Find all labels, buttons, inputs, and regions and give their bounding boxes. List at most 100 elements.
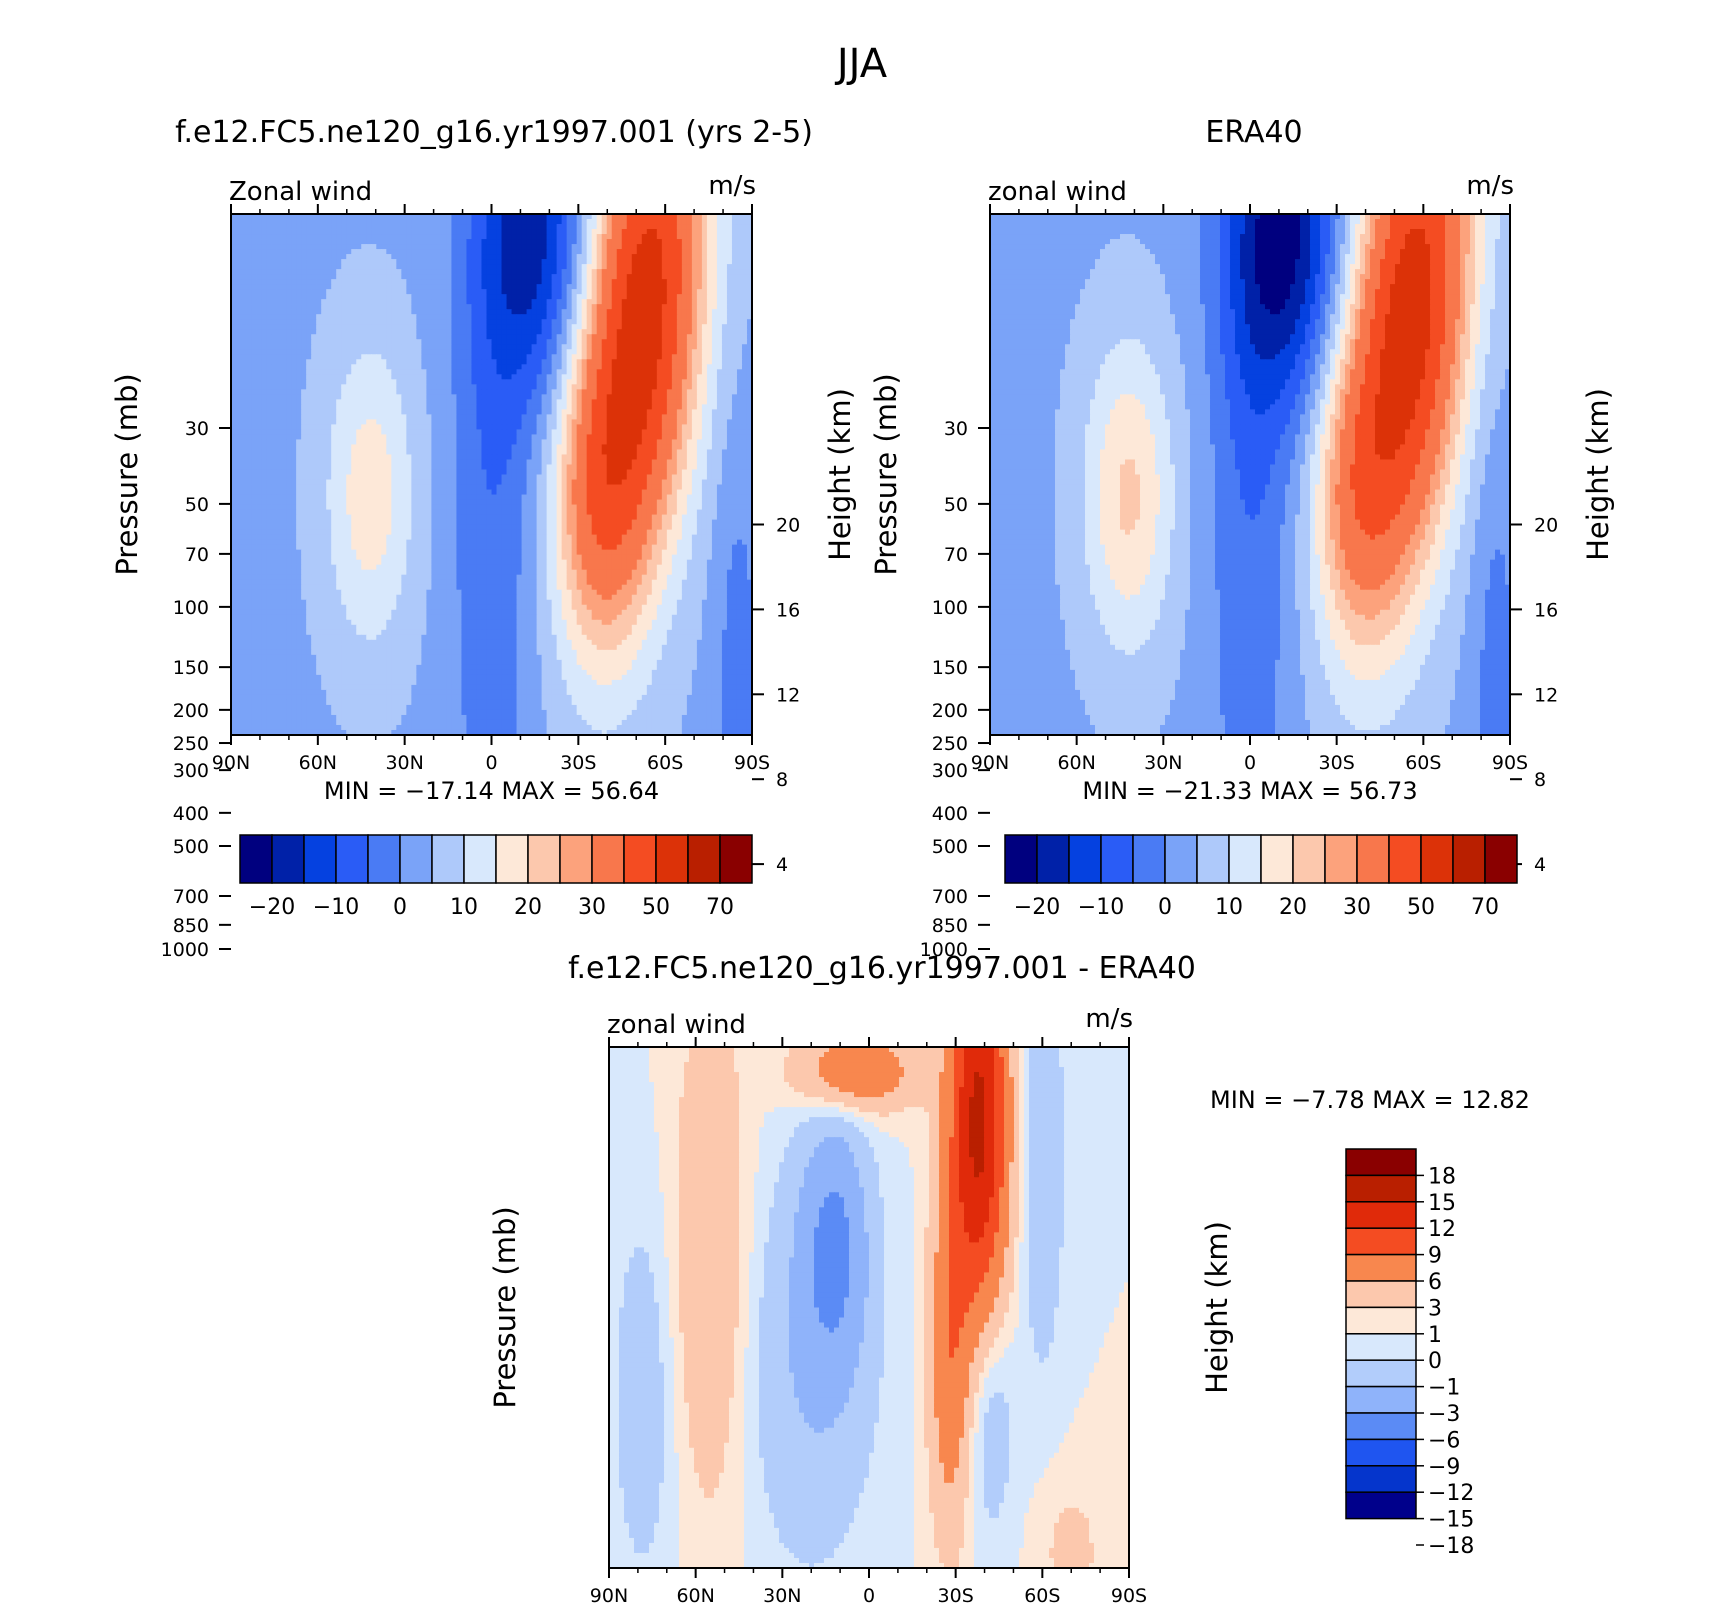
field-cell (506, 439, 513, 446)
field-cell (236, 229, 242, 235)
field-cell (301, 314, 307, 320)
field-cell (461, 259, 468, 265)
field-cell (236, 339, 242, 345)
field-cell (276, 319, 282, 325)
field-cell (531, 449, 538, 456)
field-cell (271, 239, 277, 245)
field-cell (491, 329, 498, 335)
field-cell (356, 329, 362, 335)
field-cell (356, 324, 362, 330)
field-cell (346, 244, 352, 250)
field-cell (641, 289, 648, 295)
field-cell (596, 229, 603, 235)
field-cell (711, 364, 718, 370)
field-cell (716, 244, 723, 250)
field-cell (266, 354, 272, 360)
field-cell (376, 384, 382, 390)
field-cell (331, 229, 337, 235)
field-cell (741, 434, 748, 441)
field-cell (286, 354, 292, 360)
field-cell (441, 244, 448, 250)
field-cell (566, 369, 573, 375)
field-cell (531, 329, 538, 335)
field-cell (686, 444, 693, 451)
field-cell (371, 449, 377, 456)
field-cell (371, 234, 377, 240)
field-cell (581, 294, 588, 300)
field-cell (311, 344, 317, 350)
field-cell (366, 219, 372, 225)
field-cell (626, 434, 633, 441)
field-cell (296, 384, 302, 390)
field-cell (256, 224, 262, 230)
field-cell (506, 294, 513, 300)
field-cell (441, 284, 448, 290)
field-cell (321, 399, 327, 405)
field-cell (521, 244, 528, 250)
field-cell (411, 384, 417, 390)
field-cell (601, 344, 608, 350)
field-cell (701, 384, 708, 390)
field-cell (456, 449, 463, 456)
field-cell (481, 429, 488, 436)
field-cell (551, 359, 558, 365)
field-cell (436, 239, 442, 245)
field-cell (306, 414, 312, 420)
field-cell (341, 394, 347, 400)
field-cell (421, 354, 427, 360)
field-cell (551, 229, 558, 235)
field-cell (421, 239, 427, 245)
field-cell (616, 219, 623, 225)
field-cell (276, 289, 282, 295)
field-cell (411, 259, 417, 265)
field-cell (611, 444, 618, 451)
field-cell (426, 279, 432, 285)
field-cell (516, 314, 523, 320)
field-cell (606, 434, 613, 441)
field-cell (726, 364, 733, 370)
field-cell (421, 259, 427, 265)
field-cell (386, 334, 392, 340)
field-cell (401, 244, 407, 250)
field-cell (426, 244, 432, 250)
field-cell (256, 399, 262, 405)
field-cell (666, 264, 673, 270)
field-cell (706, 279, 713, 285)
field-cell (411, 279, 417, 285)
field-cell (631, 269, 638, 275)
field-cell (716, 344, 723, 350)
field-cell (306, 444, 312, 451)
field-cell (351, 214, 357, 220)
field-cell (746, 339, 753, 345)
field-cell (686, 414, 693, 420)
field-cell (386, 424, 392, 431)
field-cell (511, 394, 518, 400)
field-cell (311, 289, 317, 295)
field-cell (391, 274, 397, 280)
field-cell (561, 259, 568, 265)
field-cell (281, 269, 287, 275)
field-cell (721, 229, 728, 235)
field-cell (611, 299, 618, 305)
field-cell (446, 294, 453, 300)
field-cell (356, 444, 362, 451)
field-cell (401, 329, 407, 335)
field-cell (306, 424, 312, 431)
field-cell (311, 279, 317, 285)
field-cell (496, 319, 503, 325)
field-cell (296, 324, 302, 330)
field-cell (246, 309, 252, 315)
field-cell (536, 269, 543, 275)
field-cell (491, 289, 498, 295)
field-cell (241, 394, 247, 400)
field-cell (561, 419, 568, 425)
field-cell (656, 309, 663, 315)
field-cell (401, 404, 407, 410)
field-cell (691, 409, 698, 415)
field-cell (331, 404, 337, 410)
field-cell (326, 284, 332, 290)
field-cell (601, 249, 608, 255)
field-cell (521, 284, 528, 290)
field-cell (736, 404, 743, 410)
field-cell (606, 229, 613, 235)
